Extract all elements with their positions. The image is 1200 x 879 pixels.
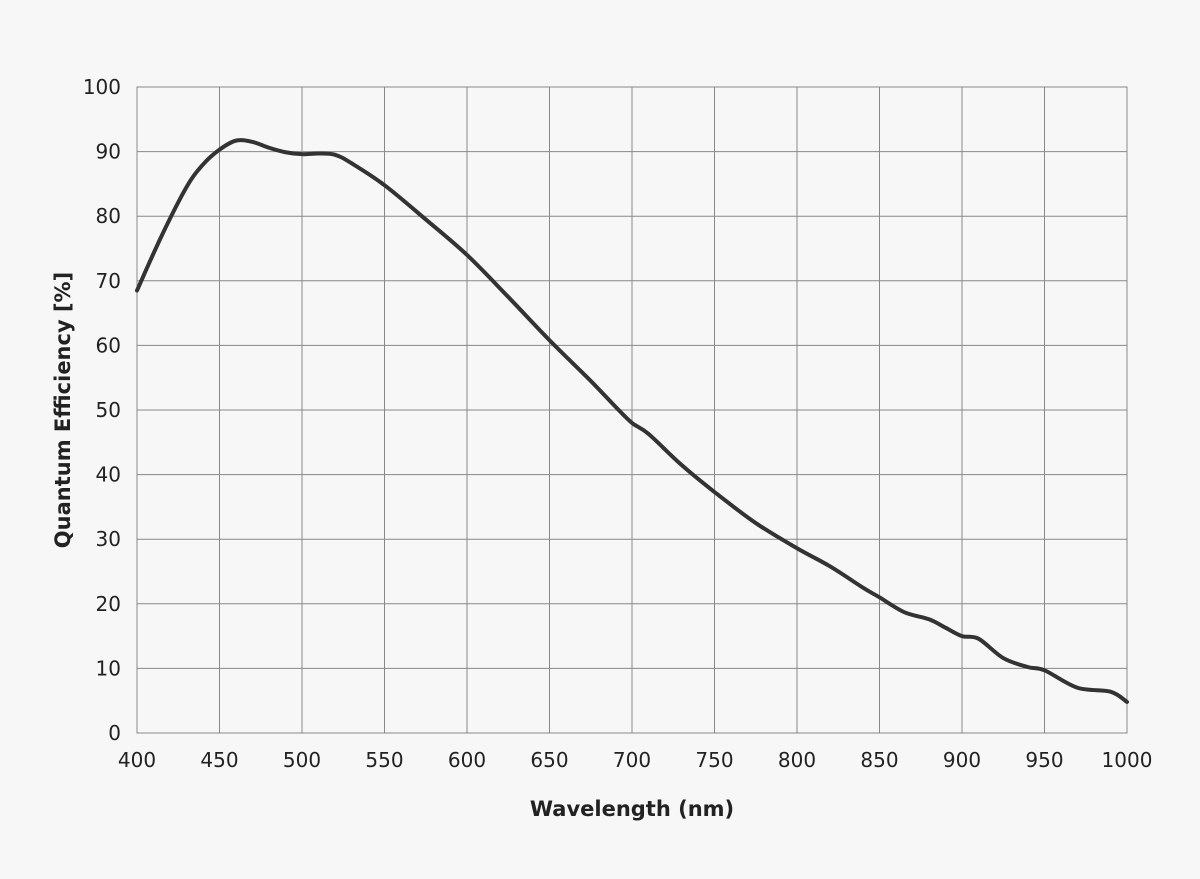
y-tick-label: 60 [96, 333, 121, 357]
x-tick-label: 1000 [1102, 748, 1153, 772]
y-tick-label: 100 [83, 75, 121, 99]
y-tick-label: 50 [96, 398, 121, 422]
x-tick-label: 400 [118, 748, 156, 772]
y-axis-label: Quantum Efficiency [%] [51, 272, 75, 548]
x-tick-label: 700 [613, 748, 651, 772]
qe-curve [135, 138, 1129, 704]
x-tick-label: 600 [448, 748, 486, 772]
x-tick-label: 950 [1025, 748, 1063, 772]
y-tick-label: 70 [96, 269, 121, 293]
grid [136, 86, 1128, 734]
y-tick-label: 40 [96, 463, 121, 487]
x-tick-label: 450 [200, 748, 238, 772]
x-tick-label: 750 [695, 748, 733, 772]
x-tick-label: 650 [530, 748, 568, 772]
x-tick-label: 850 [860, 748, 898, 772]
x-tick-label: 550 [365, 748, 403, 772]
y-tick-label: 90 [96, 140, 121, 164]
y-tick-label: 10 [96, 656, 121, 680]
y-tick-label: 80 [96, 204, 121, 228]
plot-frame [136, 86, 1128, 734]
x-tick-label: 800 [778, 748, 816, 772]
x-tick-label: 500 [283, 748, 321, 772]
y-tick-label: 30 [96, 527, 121, 551]
y-tick-label: 0 [108, 721, 121, 745]
x-tick-label: 900 [943, 748, 981, 772]
y-tick-label: 20 [96, 592, 121, 616]
x-axis-label: Wavelength (nm) [530, 797, 734, 821]
tick-labels: 400 450 500 550 600 650 700 750 800 850 900 950 1000… [83, 75, 1153, 772]
